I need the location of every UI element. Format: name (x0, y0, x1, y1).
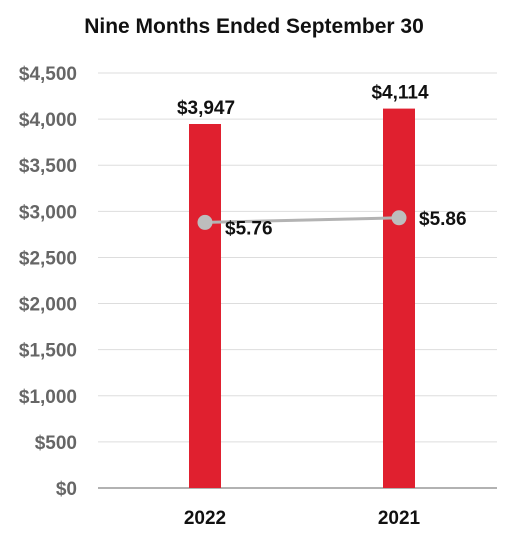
bar-2022 (189, 123, 221, 488)
y-axis: $0 $500 $1,000 $1,500 $2,000 $2,500 $3,000 $3,5… (19, 64, 77, 500)
bar-value-label: $3,947 (177, 98, 235, 119)
y-tick-label: $1,000 (19, 387, 77, 408)
y-tick-label: $2,000 (19, 295, 77, 316)
eps-marker (197, 214, 213, 230)
y-tick-label: $4,500 (19, 64, 77, 85)
chart-title: Nine Months Ended September 30 (84, 15, 424, 38)
y-tick-label: $2,500 (19, 248, 77, 269)
x-axis: 2022 2021 (184, 508, 421, 529)
eps-line (204, 216, 400, 224)
data-labels: $3,947 $4,114 $5.76 $5.86 (177, 83, 467, 240)
y-tick-label: $3,000 (19, 202, 77, 223)
bars (189, 108, 415, 488)
y-tick-label: $1,500 (19, 341, 77, 362)
bar-value-label: $4,114 (371, 83, 428, 104)
eps-marker (391, 210, 407, 226)
eps-line-series (197, 210, 407, 230)
gridlines (98, 72, 497, 489)
x-tick-label: 2021 (378, 508, 421, 529)
eps-value-label: $5.86 (419, 209, 467, 230)
bar-2021 (383, 108, 415, 488)
y-tick-label: $0 (56, 479, 77, 500)
x-tick-label: 2022 (184, 508, 226, 529)
y-tick-label: $500 (35, 433, 77, 454)
y-tick-label: $3,500 (19, 156, 77, 177)
eps-value-label: $5.76 (225, 218, 273, 239)
y-tick-label: $4,000 (19, 110, 77, 131)
